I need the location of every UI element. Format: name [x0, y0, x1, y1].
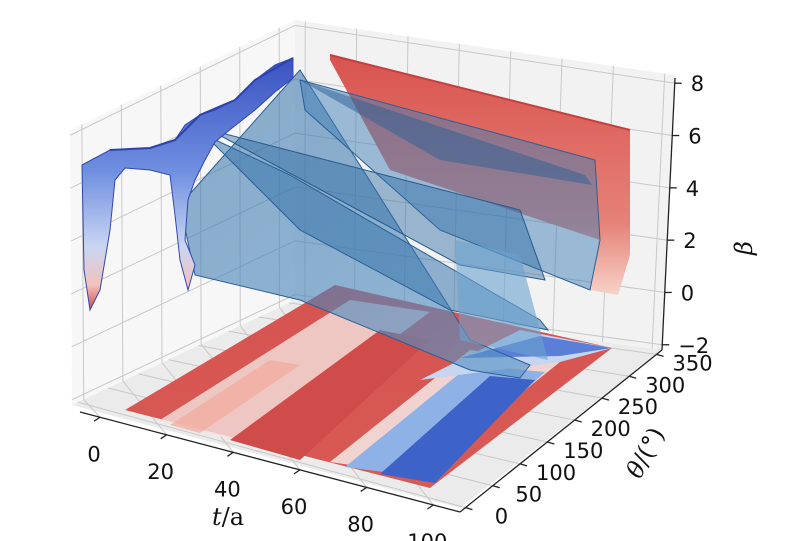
x-tick-label: 100	[407, 530, 447, 541]
x-tick-label: 80	[347, 512, 374, 536]
y-tick-label: 150	[563, 439, 603, 463]
y-tick-label: 0	[495, 505, 508, 529]
z-axis-title: β	[730, 241, 758, 256]
z-axis-ticks: −2 0 2 4 6 8	[662, 72, 709, 358]
z-tick-label: −2	[678, 334, 709, 358]
x-axis-title: t/a	[212, 503, 244, 531]
x-tick-label: 60	[281, 495, 308, 519]
y-tick-label: 100	[536, 461, 576, 485]
y-tick-label: 200	[591, 417, 631, 441]
x-axis-ticks: 0 20 40 60 80 100	[87, 416, 447, 541]
surface-sheets	[179, 69, 601, 379]
x-tick-label: 20	[147, 460, 174, 484]
z-tick-label: 8	[691, 72, 704, 96]
x-tick-label: 0	[87, 442, 100, 466]
z-tick-label: 6	[688, 125, 701, 149]
y-tick-label: 350	[672, 351, 712, 375]
y-tick-label: 50	[515, 483, 542, 507]
axes	[79, 77, 676, 513]
surface-theta-0	[81, 57, 294, 312]
y-tick-label: 250	[618, 395, 658, 419]
sheet-theta-250	[299, 79, 601, 291]
z-tick-label: 2	[683, 229, 696, 253]
z-tick-label: 0	[681, 281, 694, 305]
x-tick-label: 40	[214, 477, 241, 501]
z-tick-label: 4	[686, 177, 699, 201]
y-tick-label: 300	[645, 373, 685, 397]
